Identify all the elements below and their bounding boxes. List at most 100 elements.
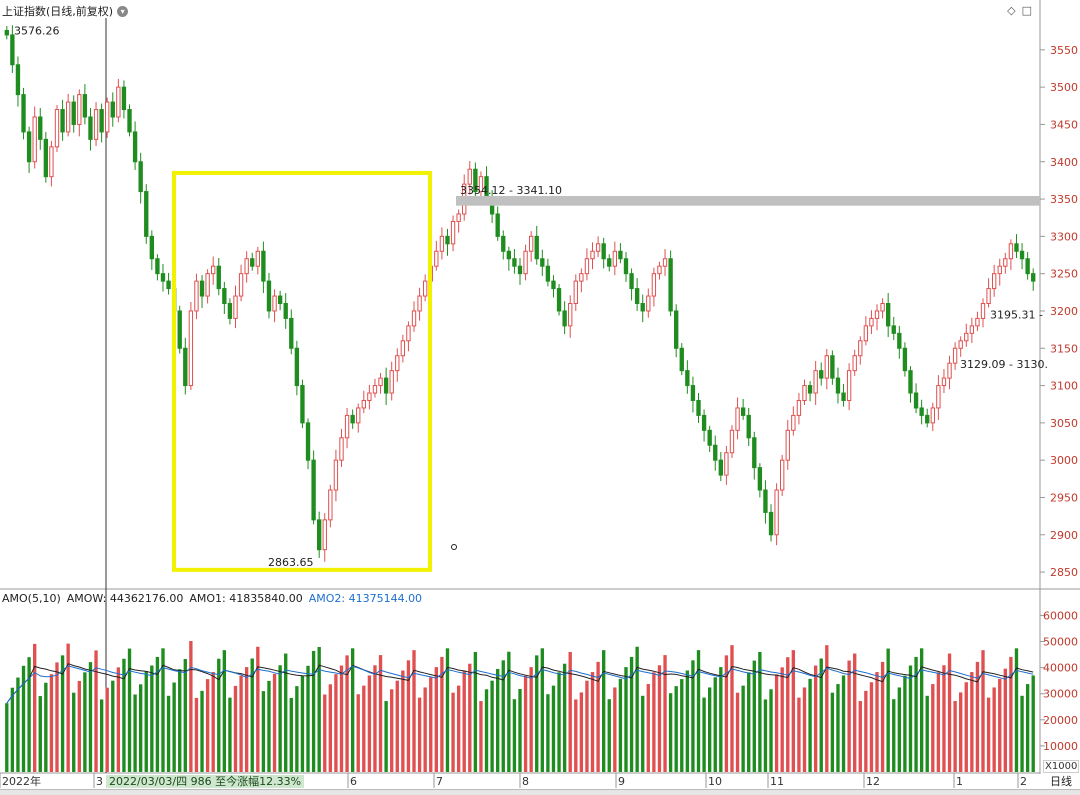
- volume-bar: [122, 658, 126, 772]
- volume-bar: [808, 678, 812, 772]
- volume-bar: [523, 675, 528, 772]
- volume-bar: [585, 680, 589, 772]
- candle-body: [255, 250, 260, 267]
- volume-bar: [769, 689, 773, 772]
- volume-bar: [356, 694, 360, 772]
- volume-bar: [853, 653, 857, 772]
- candle-body: [244, 258, 249, 275]
- volume-bar: [596, 661, 600, 772]
- candle-body: [138, 161, 143, 193]
- volume-bar: [166, 695, 171, 772]
- volume-bar: [970, 672, 974, 772]
- volume-bar: [1003, 668, 1007, 772]
- volume-bar: [886, 648, 890, 772]
- candle-body: [640, 303, 645, 312]
- volume-bar: [864, 690, 868, 772]
- resistance-zone: [456, 195, 1040, 206]
- candle-body: [936, 385, 941, 409]
- volume-bar: [646, 684, 650, 772]
- y-tick-label: 3550: [1050, 44, 1078, 57]
- candle-body: [367, 392, 372, 401]
- volume-legend: AMO(5,10) AMOW: 44362176.00 AMO1: 418358…: [2, 591, 422, 605]
- candle-body: [863, 325, 869, 342]
- candle-body: [729, 429, 735, 454]
- candle-body: [199, 280, 205, 297]
- candle-body: [696, 399, 701, 416]
- candle-body: [964, 332, 969, 342]
- candle-body: [796, 399, 802, 416]
- maximize-icon[interactable]: □: [1021, 4, 1032, 17]
- x-tick-label: 3: [96, 775, 103, 788]
- candle-body: [846, 370, 852, 401]
- candle-body: [1014, 243, 1019, 252]
- vol-y-tick-label: 40000: [1043, 662, 1078, 675]
- y-tick-label: 3250: [1050, 268, 1078, 281]
- candle-body: [160, 273, 166, 282]
- volume-bar: [373, 665, 377, 772]
- volume-bar: [116, 667, 121, 772]
- candle-body: [10, 34, 15, 66]
- volume-bar: [836, 684, 840, 772]
- volume-bar: [77, 680, 81, 772]
- volume-bar: [730, 645, 734, 772]
- candle-body: [188, 310, 194, 387]
- candle-body: [54, 109, 60, 148]
- candle-body: [144, 191, 149, 237]
- volume-bar: [440, 656, 444, 772]
- candle-body: [880, 303, 885, 312]
- chevron-down-icon[interactable]: ▾: [117, 5, 129, 17]
- candle-body: [300, 385, 305, 424]
- y-tick-label: 2950: [1050, 491, 1078, 504]
- y-tick-label: 3350: [1050, 193, 1078, 206]
- y-tick-label: 3150: [1050, 342, 1078, 355]
- candle-body: [15, 64, 21, 96]
- candle-body: [975, 317, 980, 327]
- volume-bar: [127, 648, 132, 772]
- volume-bar: [858, 701, 862, 772]
- volume-bar: [919, 648, 924, 772]
- candle-body: [121, 86, 127, 111]
- candle-body: [294, 347, 300, 387]
- price-tag-3129-bg: [958, 356, 1038, 371]
- candle-body: [501, 235, 506, 252]
- volume-bar: [390, 689, 394, 772]
- period-selector[interactable]: 日线: [1050, 775, 1072, 788]
- candle-body: [205, 273, 210, 297]
- volume-bar: [412, 650, 416, 772]
- candle-body: [679, 347, 684, 372]
- volume-bar: [66, 643, 70, 772]
- candle-body: [718, 459, 723, 476]
- vol-y-tick-label: 50000: [1043, 636, 1078, 649]
- candle-body: [272, 295, 277, 312]
- candle-body: [1019, 250, 1025, 260]
- candle-body: [32, 116, 37, 163]
- volume-bar: [953, 701, 957, 772]
- candle-body: [222, 288, 227, 305]
- volume-bar: [819, 658, 823, 772]
- candle-body: [406, 325, 411, 342]
- volume-bar: [256, 646, 260, 772]
- candle-body: [724, 452, 729, 476]
- volume-bar: [574, 699, 578, 772]
- bottom-tab-strip: [0, 789, 1080, 795]
- volume-bar: [150, 665, 154, 772]
- candle-body: [830, 355, 835, 379]
- candle-body: [467, 168, 472, 185]
- candle-body: [908, 370, 913, 394]
- diamond-icon[interactable]: ◇: [1007, 4, 1016, 17]
- volume-bar: [317, 647, 321, 772]
- candle-body: [60, 109, 65, 133]
- volume-bar: [384, 701, 388, 772]
- volume-bar: [540, 648, 544, 772]
- candle-body: [534, 235, 539, 260]
- volume-bar: [875, 672, 879, 772]
- candle-body: [780, 459, 785, 491]
- amo2-label: AMO2: 41375144.00: [308, 591, 423, 605]
- low-price-label: 2863.65: [268, 556, 314, 569]
- volume-bar: [295, 686, 299, 772]
- candle-body: [450, 220, 456, 245]
- volume-bar: [897, 687, 902, 772]
- y-tick-label: 3200: [1050, 305, 1078, 318]
- volume-bar: [696, 650, 701, 772]
